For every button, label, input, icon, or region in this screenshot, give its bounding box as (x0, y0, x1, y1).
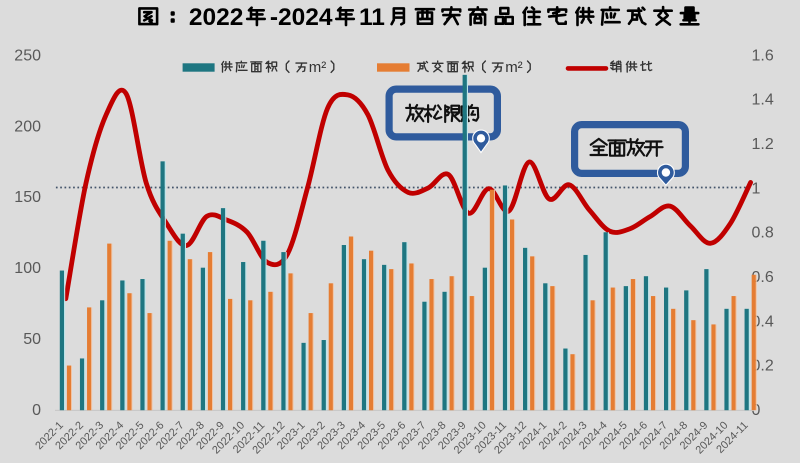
svg-text:50: 50 (23, 331, 41, 348)
svg-text:-2024: -2024 (270, 4, 333, 31)
svg-text:m²: m² (309, 59, 327, 76)
svg-text:0.4: 0.4 (752, 313, 774, 330)
svg-text:0: 0 (752, 402, 761, 419)
svg-text:100: 100 (14, 260, 41, 277)
svg-text:0.6: 0.6 (752, 269, 774, 286)
svg-text:1.4: 1.4 (752, 92, 774, 109)
svg-text:1.6: 1.6 (752, 47, 774, 64)
svg-text:11: 11 (359, 4, 385, 31)
svg-text:m²: m² (505, 59, 523, 76)
svg-text:150: 150 (14, 189, 41, 206)
svg-text:1.2: 1.2 (752, 136, 774, 153)
svg-text:1: 1 (752, 180, 761, 197)
svg-text:200: 200 (14, 118, 41, 135)
svg-text:0.2: 0.2 (752, 358, 774, 375)
svg-text:0.8: 0.8 (752, 225, 774, 242)
svg-text:0: 0 (32, 402, 41, 419)
svg-text:2022: 2022 (189, 4, 244, 31)
svg-text:250: 250 (14, 47, 41, 64)
